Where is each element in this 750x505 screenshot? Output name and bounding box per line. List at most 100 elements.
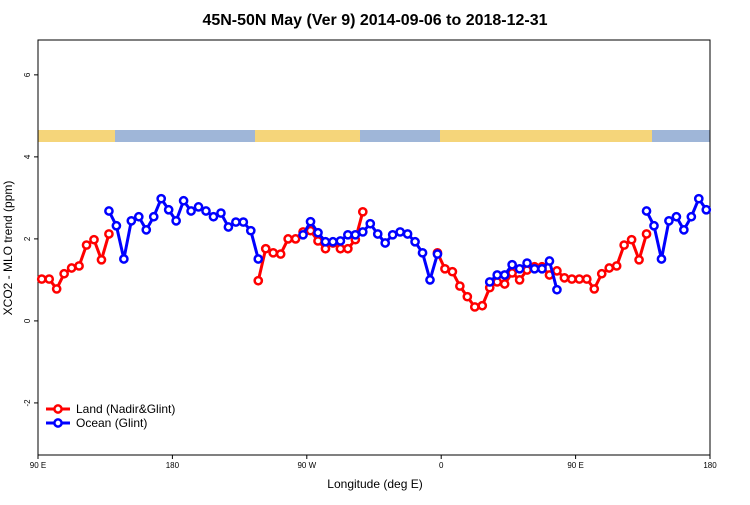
data-point [402, 229, 413, 239]
data-point [163, 204, 174, 215]
data-point [641, 229, 652, 239]
data-point [51, 284, 62, 294]
data-point [223, 222, 234, 232]
data-point [335, 243, 346, 254]
data-point [455, 281, 465, 291]
data-point [544, 256, 555, 266]
y-tick-label: 2 [23, 236, 32, 241]
y-axis-label: XCO2 - MLO trend (ppm) [1, 181, 15, 316]
data-point [596, 268, 607, 279]
data-point [492, 270, 503, 280]
data-point [552, 284, 562, 295]
data-point [462, 291, 473, 302]
data-point [74, 261, 84, 271]
data-point [484, 277, 495, 287]
data-point [66, 263, 77, 273]
data-point [567, 274, 577, 284]
data-point [148, 211, 159, 222]
data-point [380, 238, 391, 248]
data-point [357, 206, 368, 217]
data-point [604, 263, 615, 273]
x-tick-label: 180 [703, 461, 717, 470]
data-point [178, 195, 189, 206]
data-point [499, 270, 510, 280]
y-tick-label: 6 [23, 72, 32, 77]
data-point [522, 258, 532, 268]
series [104, 193, 712, 295]
data-point [514, 263, 525, 274]
plot-frame [37, 39, 711, 456]
data-point [634, 254, 644, 265]
data-point [305, 216, 316, 227]
x-tick-label: 90 E [567, 461, 583, 470]
data-point [111, 220, 122, 231]
data-point [365, 218, 376, 229]
data-point [514, 275, 525, 285]
data-point [581, 274, 592, 284]
data-point [231, 217, 241, 227]
data-point [141, 225, 152, 235]
data-point [372, 229, 383, 239]
data-point [619, 240, 629, 250]
data-point [537, 263, 547, 274]
x-tick-label: 180 [166, 461, 180, 470]
data-point [81, 240, 92, 250]
data-point [552, 266, 562, 276]
data-point [664, 215, 674, 226]
data-point [298, 229, 308, 240]
data-point [245, 225, 256, 236]
data-point [447, 266, 458, 277]
data-point [216, 208, 226, 218]
data-point [283, 234, 293, 244]
data-point [201, 206, 211, 216]
data-point [410, 236, 420, 247]
data-point [253, 275, 264, 286]
chart-title: 45N-50N May (Ver 9) 2014-09-06 to 2018-1… [202, 12, 547, 29]
data-point [395, 227, 405, 237]
data-point [574, 274, 585, 284]
data-point [275, 249, 286, 259]
x-axis-label: Longitude (deg E) [327, 477, 422, 491]
data-point [193, 202, 204, 212]
land-strip [440, 130, 652, 142]
data-point [171, 215, 181, 226]
data-point [208, 211, 219, 222]
legend-label: Ocean (Glint) [76, 416, 147, 430]
data-point [313, 236, 323, 246]
data-point [559, 272, 570, 283]
data-point [611, 261, 622, 271]
data-point [641, 206, 652, 216]
data-point [417, 247, 428, 258]
data-point [589, 284, 600, 294]
data-point [89, 234, 99, 245]
y-tick-label: 0 [23, 318, 32, 323]
data-point [44, 274, 55, 284]
data-point [656, 254, 667, 264]
land-strip [38, 130, 115, 142]
data-point [343, 243, 353, 254]
data-point [671, 211, 682, 222]
data-point [320, 236, 331, 247]
data-point [156, 193, 167, 204]
land-ocean-map [38, 130, 710, 142]
y-tick-label: 4 [23, 154, 32, 159]
data-point [693, 193, 704, 204]
data-point [36, 274, 47, 284]
data-point [425, 275, 435, 285]
data-point [357, 227, 368, 237]
data-point [649, 220, 659, 231]
data-point [238, 217, 249, 227]
data-point [59, 268, 69, 279]
data-point [440, 263, 450, 274]
data-point [96, 254, 107, 265]
data-point [626, 234, 637, 245]
data-point [328, 236, 338, 247]
x-tick-label: 90 W [297, 461, 316, 470]
data-point [679, 225, 689, 235]
legend-marker [53, 404, 63, 414]
data-point [126, 215, 137, 226]
data-point [104, 206, 114, 216]
data-point [499, 279, 510, 289]
